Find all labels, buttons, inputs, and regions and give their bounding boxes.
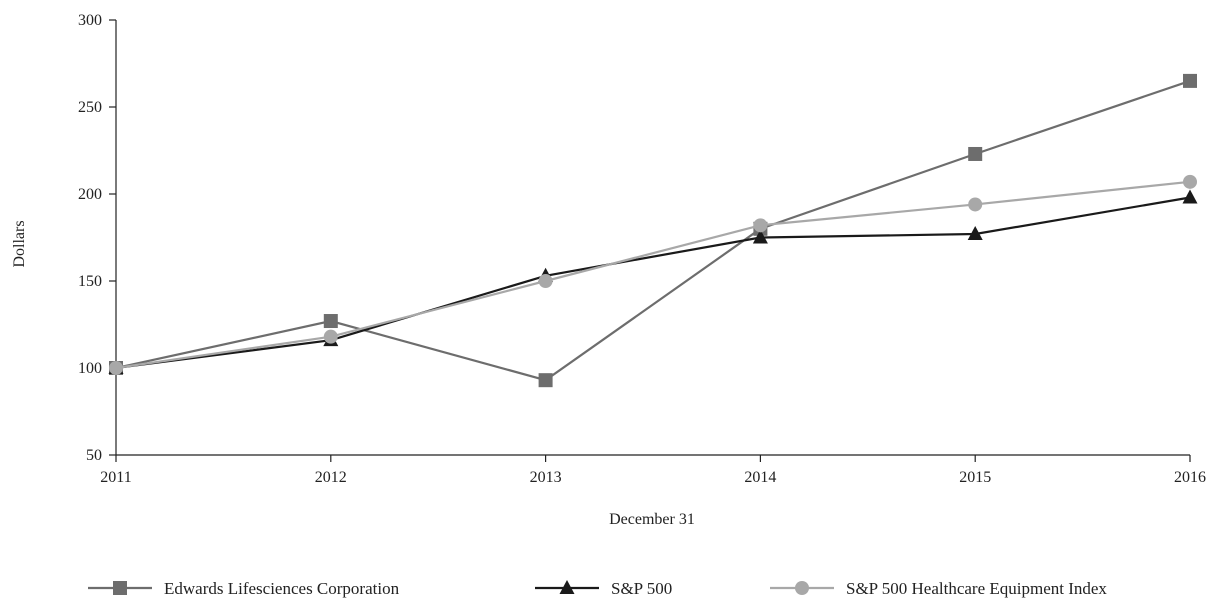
y-tick-label: 100 bbox=[78, 360, 102, 377]
data-point bbox=[538, 274, 553, 288]
legend-item: Edwards Lifesciences Corporation bbox=[88, 579, 400, 598]
data-point bbox=[753, 218, 768, 233]
legend-item: S&P 500 bbox=[535, 579, 672, 598]
legend-label: Edwards Lifesciences Corporation bbox=[164, 579, 400, 598]
x-tick-label: 2016 bbox=[1174, 469, 1206, 486]
legend-marker bbox=[559, 580, 575, 594]
x-tick-label: 2013 bbox=[530, 469, 562, 486]
y-tick-label: 150 bbox=[78, 273, 102, 290]
y-tick-label: 300 bbox=[78, 12, 102, 29]
series-0 bbox=[109, 73, 1197, 388]
legend-item: S&P 500 Healthcare Equipment Index bbox=[770, 579, 1107, 598]
legend: Edwards Lifesciences Corporation S&P 500 S… bbox=[88, 579, 1107, 598]
x-tick-label: 2011 bbox=[100, 469, 131, 486]
data-point bbox=[538, 373, 553, 388]
x-tick-label: 2014 bbox=[744, 469, 776, 486]
y-tick-label: 200 bbox=[78, 186, 102, 203]
series-line bbox=[115, 196, 1191, 370]
data-point bbox=[1183, 73, 1197, 88]
data-point bbox=[323, 329, 338, 344]
data-point bbox=[968, 146, 983, 161]
legend-label: S&P 500 Healthcare Equipment Index bbox=[846, 579, 1107, 598]
legend-label: S&P 500 bbox=[611, 579, 672, 598]
x-tick-label: 2015 bbox=[959, 469, 991, 486]
data-point bbox=[323, 314, 338, 329]
series-2 bbox=[109, 174, 1197, 375]
data-point bbox=[1182, 189, 1198, 204]
data-point bbox=[752, 229, 768, 244]
x-tick-label: 2012 bbox=[315, 469, 347, 486]
series-line bbox=[115, 180, 1191, 370]
y-axis-title: Dollars bbox=[11, 220, 28, 267]
data-point bbox=[968, 197, 983, 212]
data-point bbox=[1183, 174, 1197, 189]
x-axis-title: December 31 bbox=[609, 511, 695, 528]
legend-marker bbox=[795, 581, 809, 595]
data-point bbox=[109, 361, 123, 375]
axes: 50 100 150 200 250 300 2011 2012 2013 2014 2015 201… bbox=[78, 12, 1206, 486]
y-tick-label: 250 bbox=[78, 99, 102, 116]
y-tick-label: 50 bbox=[86, 447, 102, 464]
legend-marker bbox=[113, 581, 127, 595]
data-point bbox=[967, 226, 983, 241]
series-line bbox=[115, 79, 1191, 382]
series-1 bbox=[108, 189, 1198, 374]
series-layer bbox=[108, 73, 1198, 388]
